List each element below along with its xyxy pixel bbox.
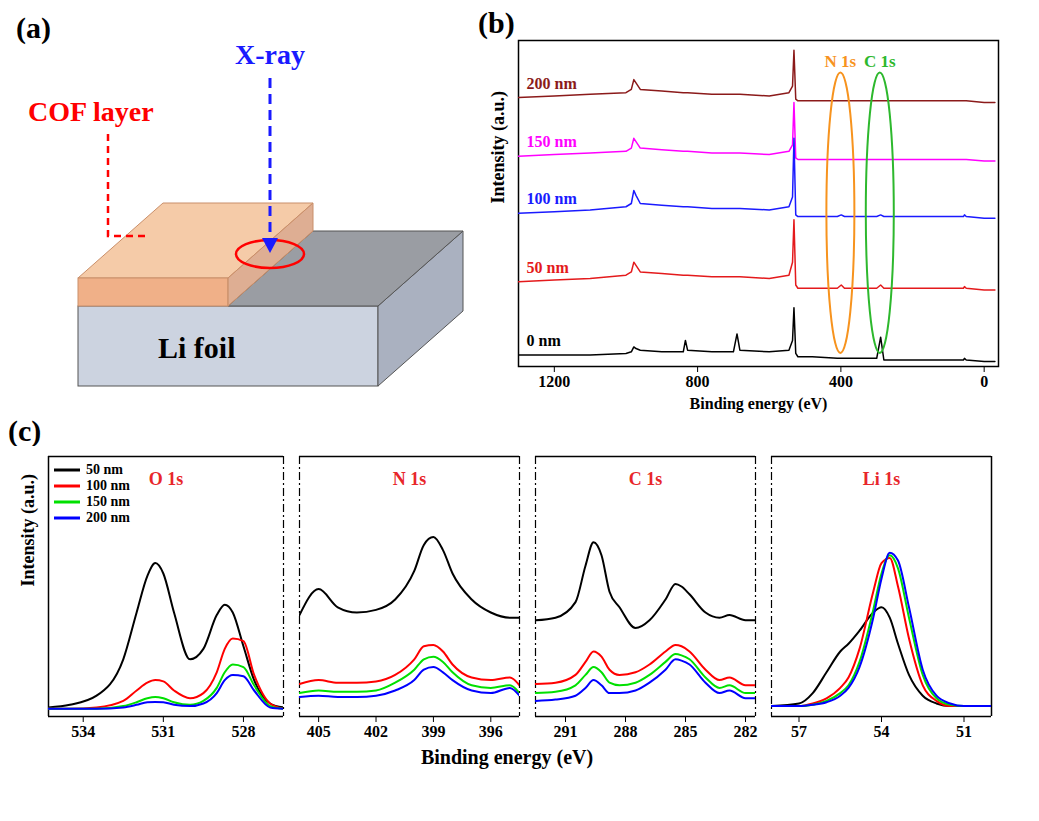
svg-text:531: 531	[151, 723, 175, 740]
html-text:50 nm: 50 nm	[86, 462, 123, 477]
svg-text:C 1s: C 1s	[629, 469, 663, 489]
svg-text:0 nm: 0 nm	[527, 332, 562, 349]
svg-text:57: 57	[791, 723, 807, 740]
html-text:Binding energy (eV): Binding energy (eV)	[420, 746, 594, 768]
svg-text:288: 288	[614, 723, 638, 740]
svg-text:402: 402	[364, 723, 388, 740]
svg-text:405: 405	[307, 723, 331, 740]
svg-text:(a): (a)	[16, 11, 51, 45]
svg-text:285: 285	[674, 723, 698, 740]
svg-text:528: 528	[231, 723, 255, 740]
svg-text:0: 0	[980, 373, 988, 390]
svg-text:COF layer: COF layer	[28, 96, 154, 127]
svg-text:O 1s: O 1s	[149, 469, 184, 489]
svg-text:Intensity (a.u.): Intensity (a.u.)	[18, 474, 39, 587]
svg-text:X-ray: X-ray	[235, 39, 305, 70]
svg-text:291: 291	[554, 723, 578, 740]
svg-text:51: 51	[956, 723, 972, 740]
svg-text:400: 400	[829, 373, 853, 390]
html-text:100 nm: 100 nm	[86, 478, 130, 493]
svg-text:100 nm: 100 nm	[527, 190, 578, 207]
svg-text:N 1s: N 1s	[825, 52, 857, 71]
html-text:(c): (c)	[8, 414, 42, 447]
svg-text:54: 54	[874, 723, 890, 740]
svg-text:282: 282	[734, 723, 758, 740]
svg-text:396: 396	[479, 723, 503, 740]
svg-text:Li 1s: Li 1s	[863, 469, 901, 489]
html-text:150 nm: 150 nm	[86, 494, 130, 509]
svg-text:50 nm: 50 nm	[527, 259, 570, 276]
svg-text:Li foil: Li foil	[158, 331, 236, 364]
html-text:200 nm: 200 nm	[86, 510, 130, 525]
svg-text:399: 399	[421, 723, 445, 740]
svg-text:200 nm: 200 nm	[527, 75, 578, 92]
html-text:(b): (b)	[478, 6, 515, 39]
svg-text:150 nm: 150 nm	[527, 133, 578, 150]
svg-text:N 1s: N 1s	[393, 469, 427, 489]
svg-text:Binding energy (eV): Binding energy (eV)	[690, 395, 828, 413]
svg-text:1200: 1200	[538, 373, 570, 390]
svg-text:Intensity (a.u.): Intensity (a.u.)	[488, 91, 509, 204]
svg-text:534: 534	[71, 723, 95, 740]
svg-text:C 1s: C 1s	[864, 52, 896, 71]
svg-text:800: 800	[686, 373, 710, 390]
